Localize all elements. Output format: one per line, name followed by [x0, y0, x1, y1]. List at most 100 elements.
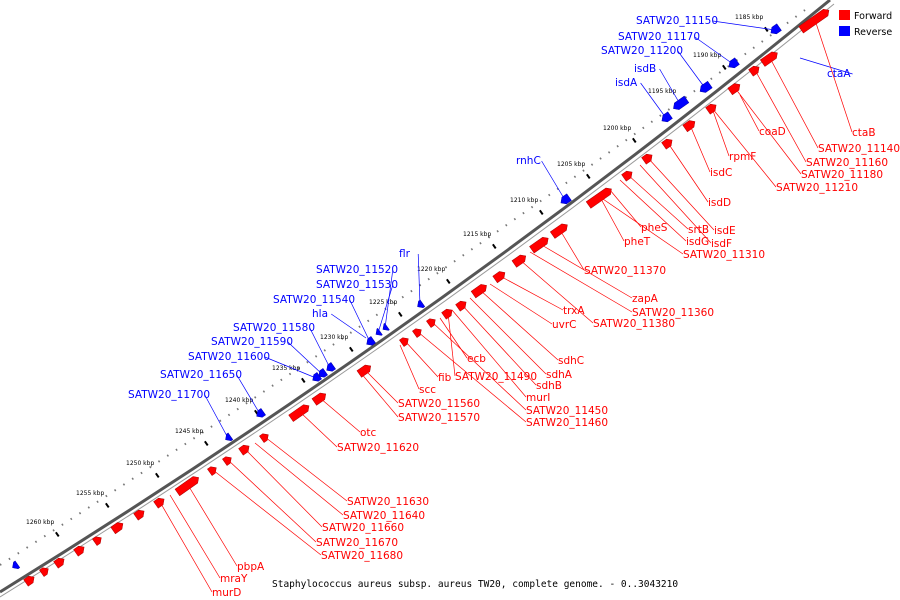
- gene-label-forward: SATW20_11210: [776, 182, 858, 194]
- forward-gene: [238, 444, 250, 456]
- forward-gene: [412, 328, 422, 338]
- tick-layer: 1185 kbp 1190 kbp 1195 kbp 1200 kbp 1205 kbp…: [26, 14, 769, 538]
- forward-gene-arrow: [238, 444, 250, 456]
- forward-gene: [174, 476, 199, 497]
- legend-forward-label: Forward: [854, 11, 892, 22]
- leader-line: [619, 179, 687, 242]
- forward-gene-arrow: [529, 237, 549, 254]
- reverse-gene: [673, 95, 690, 110]
- tick-mark: [764, 26, 769, 33]
- gene-label-forward: SATW20_11360: [632, 307, 714, 319]
- forward-gene: [133, 509, 145, 521]
- tick-mark: [539, 209, 544, 216]
- leader-line: [659, 68, 681, 105]
- forward-gene-arrow: [311, 392, 327, 406]
- reverse-gene-arrow: [382, 322, 390, 331]
- gene-label-forward: fib: [438, 372, 452, 384]
- forward-gene-arrow: [492, 271, 506, 284]
- leader-line: [169, 494, 221, 579]
- gene-label-reverse: SATW20_11600: [188, 351, 270, 363]
- leader-line: [469, 297, 547, 375]
- leader-line: [461, 304, 537, 386]
- gene-label-forward: SATW20_11460: [526, 417, 608, 429]
- forward-gene: [92, 536, 102, 546]
- gene-label-reverse: SATW20_11590: [211, 336, 293, 348]
- forward-gene: [207, 466, 217, 476]
- leader-line: [451, 309, 527, 398]
- forward-gene-arrow: [661, 138, 673, 150]
- tick-label: 1190 kbp: [693, 52, 721, 59]
- genome-caption: Staphylococcus aureus subsp. aureus TW20…: [272, 579, 678, 590]
- reverse-gene-arrow: [225, 432, 234, 441]
- reverse-gene-arrow: [375, 327, 383, 336]
- gene-label-reverse: SATW20_11700: [128, 389, 210, 401]
- forward-gene: [426, 318, 436, 328]
- leader-line: [799, 57, 853, 75]
- gene-label-reverse: SATW20_11580: [233, 322, 315, 334]
- reverse-gene-arrow: [417, 299, 426, 308]
- leader-line: [447, 312, 456, 377]
- forward-gene-arrow: [174, 476, 199, 497]
- forward-gene: [492, 271, 506, 284]
- gene-label-reverse: SATW20_11520: [316, 264, 398, 276]
- gene-label-reverse: SATW20_11650: [160, 369, 242, 381]
- forward-gene-arrow: [39, 567, 49, 577]
- legend-forward-swatch: [839, 10, 850, 20]
- gene-label-forward: isdE: [714, 225, 736, 237]
- tick-label: 1205 kbp: [557, 161, 585, 168]
- gene-label-reverse: SATW20_11530: [316, 279, 398, 291]
- tick-mark: [105, 502, 110, 509]
- legend-reverse-swatch: [839, 26, 850, 36]
- gene-label-reverse: hla: [312, 308, 328, 320]
- label-layer: SATW20_11150 SATW20_11170 SATW20_11200 isdB…: [128, 15, 900, 599]
- tick-label: 1195 kbp: [648, 88, 676, 95]
- leader-line: [599, 196, 684, 255]
- gene-label-forward: isdG: [686, 236, 709, 248]
- gene-label-forward: SATW20_11180: [801, 169, 883, 181]
- gene-label-reverse: SATW20_11150: [636, 15, 718, 27]
- gene-label-forward: pheT: [624, 236, 651, 248]
- forward-gene-arrow: [426, 318, 436, 328]
- leader-line: [159, 501, 213, 593]
- leader-line: [404, 340, 439, 378]
- tick-label: 1225 kbp: [369, 299, 397, 306]
- leader-line: [689, 124, 711, 173]
- gene-label-reverse: SATW20_11170: [618, 31, 700, 43]
- gene-label-forward: pbpA: [237, 561, 265, 573]
- reverse-gene-arrow: [673, 95, 690, 110]
- forward-gene-arrow: [585, 187, 612, 209]
- gene-label-forward: SATW20_11370: [584, 265, 666, 277]
- gene-label-forward: otc: [360, 427, 377, 439]
- gene-label-reverse: SATW20_11540: [273, 294, 355, 306]
- gene-label-forward: mraY: [220, 573, 248, 585]
- leader-line: [609, 189, 642, 228]
- reverse-gene: [699, 80, 713, 93]
- gene-label-forward: sdhA: [546, 369, 573, 381]
- tick-mark: [632, 137, 637, 144]
- forward-gene-arrow: [470, 284, 487, 299]
- forward-gene-arrow: [748, 65, 760, 77]
- forward-gene: [399, 337, 409, 347]
- forward-gene-arrow: [441, 308, 453, 320]
- leader-line: [479, 289, 559, 361]
- tick-mark: [349, 346, 354, 353]
- gene-label-forward: SATW20_11570: [398, 412, 480, 424]
- forward-gene: [53, 557, 65, 569]
- forward-gene: [798, 9, 830, 34]
- reverse-gene: [728, 57, 740, 69]
- gene-label-forward: SATW20_11310: [683, 249, 765, 261]
- gene-label-reverse: flr: [399, 248, 411, 260]
- leader-line: [187, 484, 238, 567]
- forward-gene: [311, 392, 327, 406]
- gene-label-forward: SATW20_11620: [337, 442, 419, 454]
- gene-label-forward: pheS: [641, 222, 668, 234]
- leader-line: [319, 397, 361, 433]
- gene-label-forward: SATW20_11670: [316, 537, 398, 549]
- leader-line: [711, 107, 777, 188]
- leader-line: [677, 50, 706, 89]
- tick-mark: [492, 243, 497, 250]
- tick-mark: [55, 531, 60, 538]
- leader-line: [244, 448, 323, 528]
- leader-line: [640, 82, 667, 119]
- forward-gene: [759, 51, 778, 67]
